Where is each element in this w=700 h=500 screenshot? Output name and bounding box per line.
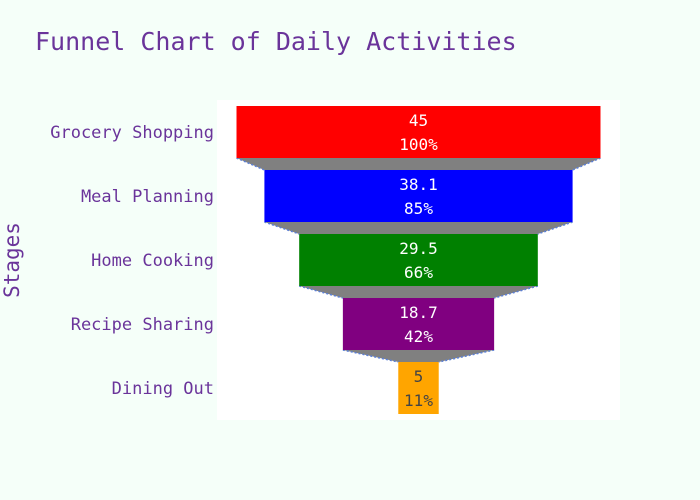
category-label: Dining Out	[112, 379, 214, 399]
bar-value-label: 38.1	[399, 175, 438, 194]
bar-label-group: 45 100% 38.1 85% 29.5 66% 18.7 42% 5 11%	[399, 111, 438, 410]
category-label: Grocery Shopping	[50, 123, 214, 143]
category-label: Meal Planning	[81, 187, 214, 207]
funnel-bar[interactable]	[342, 298, 495, 350]
category-label-group: Grocery Shopping Meal Planning Home Cookin…	[50, 123, 214, 399]
bar-value-label: 29.5	[399, 239, 438, 258]
bar-percent-label: 100%	[399, 135, 438, 154]
bar-percent-label: 85%	[404, 199, 433, 218]
funnel-connector-edge	[236, 157, 265, 171]
funnel-connector-edge	[572, 157, 601, 171]
chart-title: Funnel Chart of Daily Activities	[35, 27, 517, 56]
category-label: Home Cooking	[91, 251, 214, 271]
funnel-bar[interactable]	[299, 234, 538, 286]
bar-group	[236, 106, 601, 414]
bar-percent-label: 42%	[404, 327, 433, 346]
connector-group	[236, 157, 601, 363]
funnel-connector-edge	[298, 285, 344, 299]
bar-value-label: 18.7	[399, 303, 438, 322]
bar-value-label: 45	[409, 111, 428, 130]
bar-percent-label: 11%	[404, 391, 433, 410]
funnel-bar[interactable]	[264, 170, 573, 222]
funnel-connector	[264, 222, 573, 234]
y-axis-title: Stages	[0, 222, 24, 298]
funnel-connector-edge	[342, 349, 399, 363]
funnel-bar[interactable]	[236, 106, 601, 158]
funnel-connector-edge	[493, 285, 539, 299]
bar-percent-label: 66%	[404, 263, 433, 282]
bar-value-label: 5	[414, 367, 424, 386]
category-label: Recipe Sharing	[71, 315, 214, 335]
funnel-connector-edge	[438, 349, 495, 363]
funnel-bar[interactable]	[398, 362, 439, 414]
funnel-connector	[299, 286, 538, 298]
funnel-connector	[236, 158, 601, 170]
funnel-connector	[342, 350, 495, 362]
